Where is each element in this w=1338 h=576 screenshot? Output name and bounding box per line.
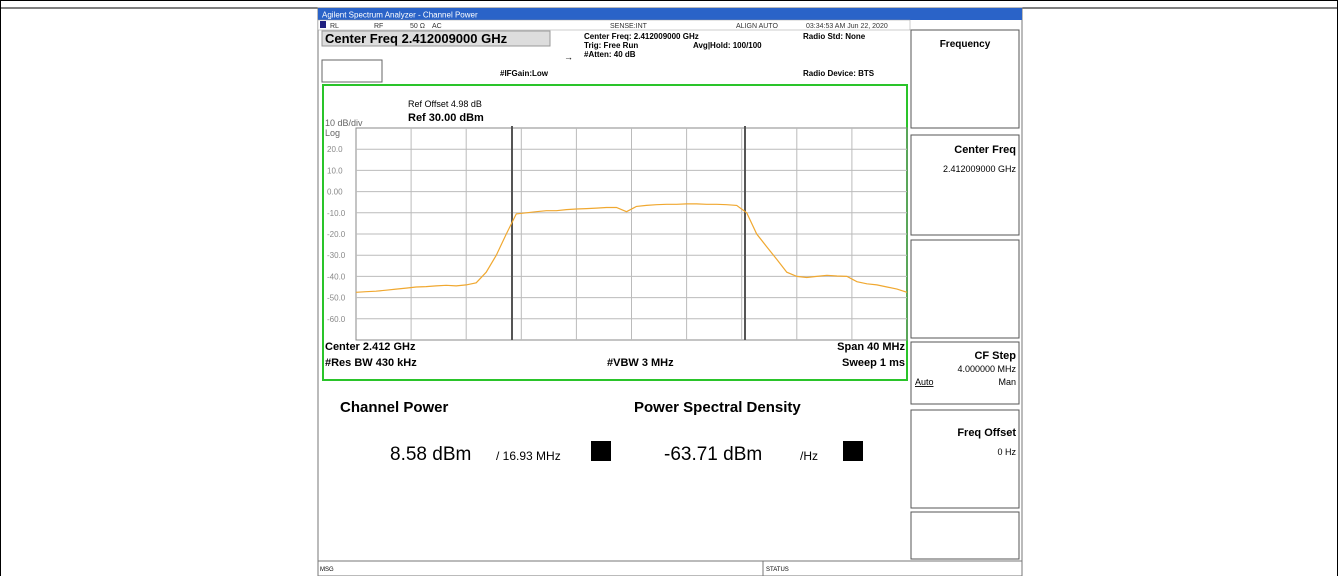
y-tick-label: 20.0: [327, 145, 343, 154]
status: RL: [330, 23, 339, 30]
softkey-label: Frequency: [940, 39, 991, 50]
scale-type: Log: [325, 128, 340, 138]
header-info: Center Freq: 2.412009000 GHz: [584, 32, 699, 41]
status: SENSE:INT: [610, 23, 648, 30]
y-tick-label: -50.0: [327, 294, 346, 303]
softkey-value: 0 Hz: [997, 447, 1016, 457]
y-tick-label: -10.0: [327, 209, 346, 218]
rbw-label: #Res BW 430 kHz: [325, 357, 417, 369]
softkey-label: CF Step: [974, 350, 1016, 362]
center-freq-box: [321, 30, 551, 47]
msg: MSG: [320, 567, 334, 573]
status-label: STATUS: [766, 567, 789, 573]
softkey-label: Freq Offset: [957, 427, 1016, 439]
center-label: Center 2.412 GHz: [325, 341, 416, 353]
graph-frame: [322, 84, 908, 381]
span-label: Span 40 MHz: [837, 341, 905, 353]
bottom-bar: [317, 560, 1023, 576]
ref-level: Ref 30.00 dBm: [408, 112, 484, 124]
softkey[interactable]: [910, 511, 1020, 560]
meas-label: Power Spectral Density: [634, 399, 801, 416]
y-tick-label: -20.0: [327, 230, 346, 239]
softkey[interactable]: [910, 341, 1020, 405]
y-tick-label: 10.0: [327, 166, 343, 175]
meas-indicator: [843, 441, 863, 461]
center-freq: Center Freq 2.412009000 GHz: [325, 31, 508, 46]
y-tick-label: 0.00: [327, 188, 343, 197]
arrow: →: [564, 52, 573, 62]
softkey[interactable]: [910, 239, 1020, 339]
status: AC: [432, 23, 442, 30]
status: RF: [374, 23, 383, 30]
y-tick-label: -60.0: [327, 315, 346, 324]
ref-offset: Ref Offset 4.98 dB: [408, 99, 482, 109]
meas-indicator: [591, 441, 611, 461]
softkey-option: Auto: [915, 377, 934, 387]
title-bar: [318, 8, 1022, 20]
sweep-label: Sweep 1 ms: [842, 357, 905, 369]
y-tick-label: -30.0: [327, 251, 346, 260]
softkey[interactable]: [910, 29, 1020, 129]
header-info: #Atten: 40 dB: [584, 50, 636, 59]
meas-unit: /Hz: [800, 449, 818, 463]
meas-value: -63.71 dBm: [664, 444, 762, 465]
meas-label: Channel Power: [340, 399, 449, 416]
status: ALIGN AUTO: [736, 23, 778, 30]
title: Agilent Spectrum Analyzer - Channel Powe…: [322, 11, 478, 20]
header-info: Radio Std: None: [803, 32, 866, 41]
header-info: Radio Device: BTS: [803, 69, 875, 78]
softkey-option: Man: [998, 377, 1016, 387]
softkey[interactable]: [910, 409, 1020, 509]
header-info: #IFGain:Low: [500, 69, 549, 78]
vbw-label: #VBW 3 MHz: [607, 357, 674, 369]
softkey-label: Center Freq: [954, 144, 1016, 156]
softkey-value: 2.412009000 GHz: [943, 164, 1017, 174]
status-row: [317, 19, 911, 31]
scale-label: 10 dB/div: [325, 118, 363, 128]
input-box: [321, 59, 383, 83]
meas-unit: / 16.93 MHz: [496, 449, 561, 463]
header-info: Trig: Free Run: [584, 41, 638, 50]
status: 03:34:53 AM Jun 22, 2020: [806, 23, 888, 30]
meas-value: 8.58 dBm: [390, 444, 471, 465]
header-info: Avg|Hold: 100/100: [693, 41, 762, 50]
trace: [355, 203, 908, 293]
softkey[interactable]: [910, 134, 1020, 236]
status: 50 Ω: [410, 23, 425, 30]
softkey-value: 4.000000 MHz: [957, 364, 1016, 374]
status-icon: [320, 21, 326, 28]
y-tick-label: -40.0: [327, 272, 346, 281]
